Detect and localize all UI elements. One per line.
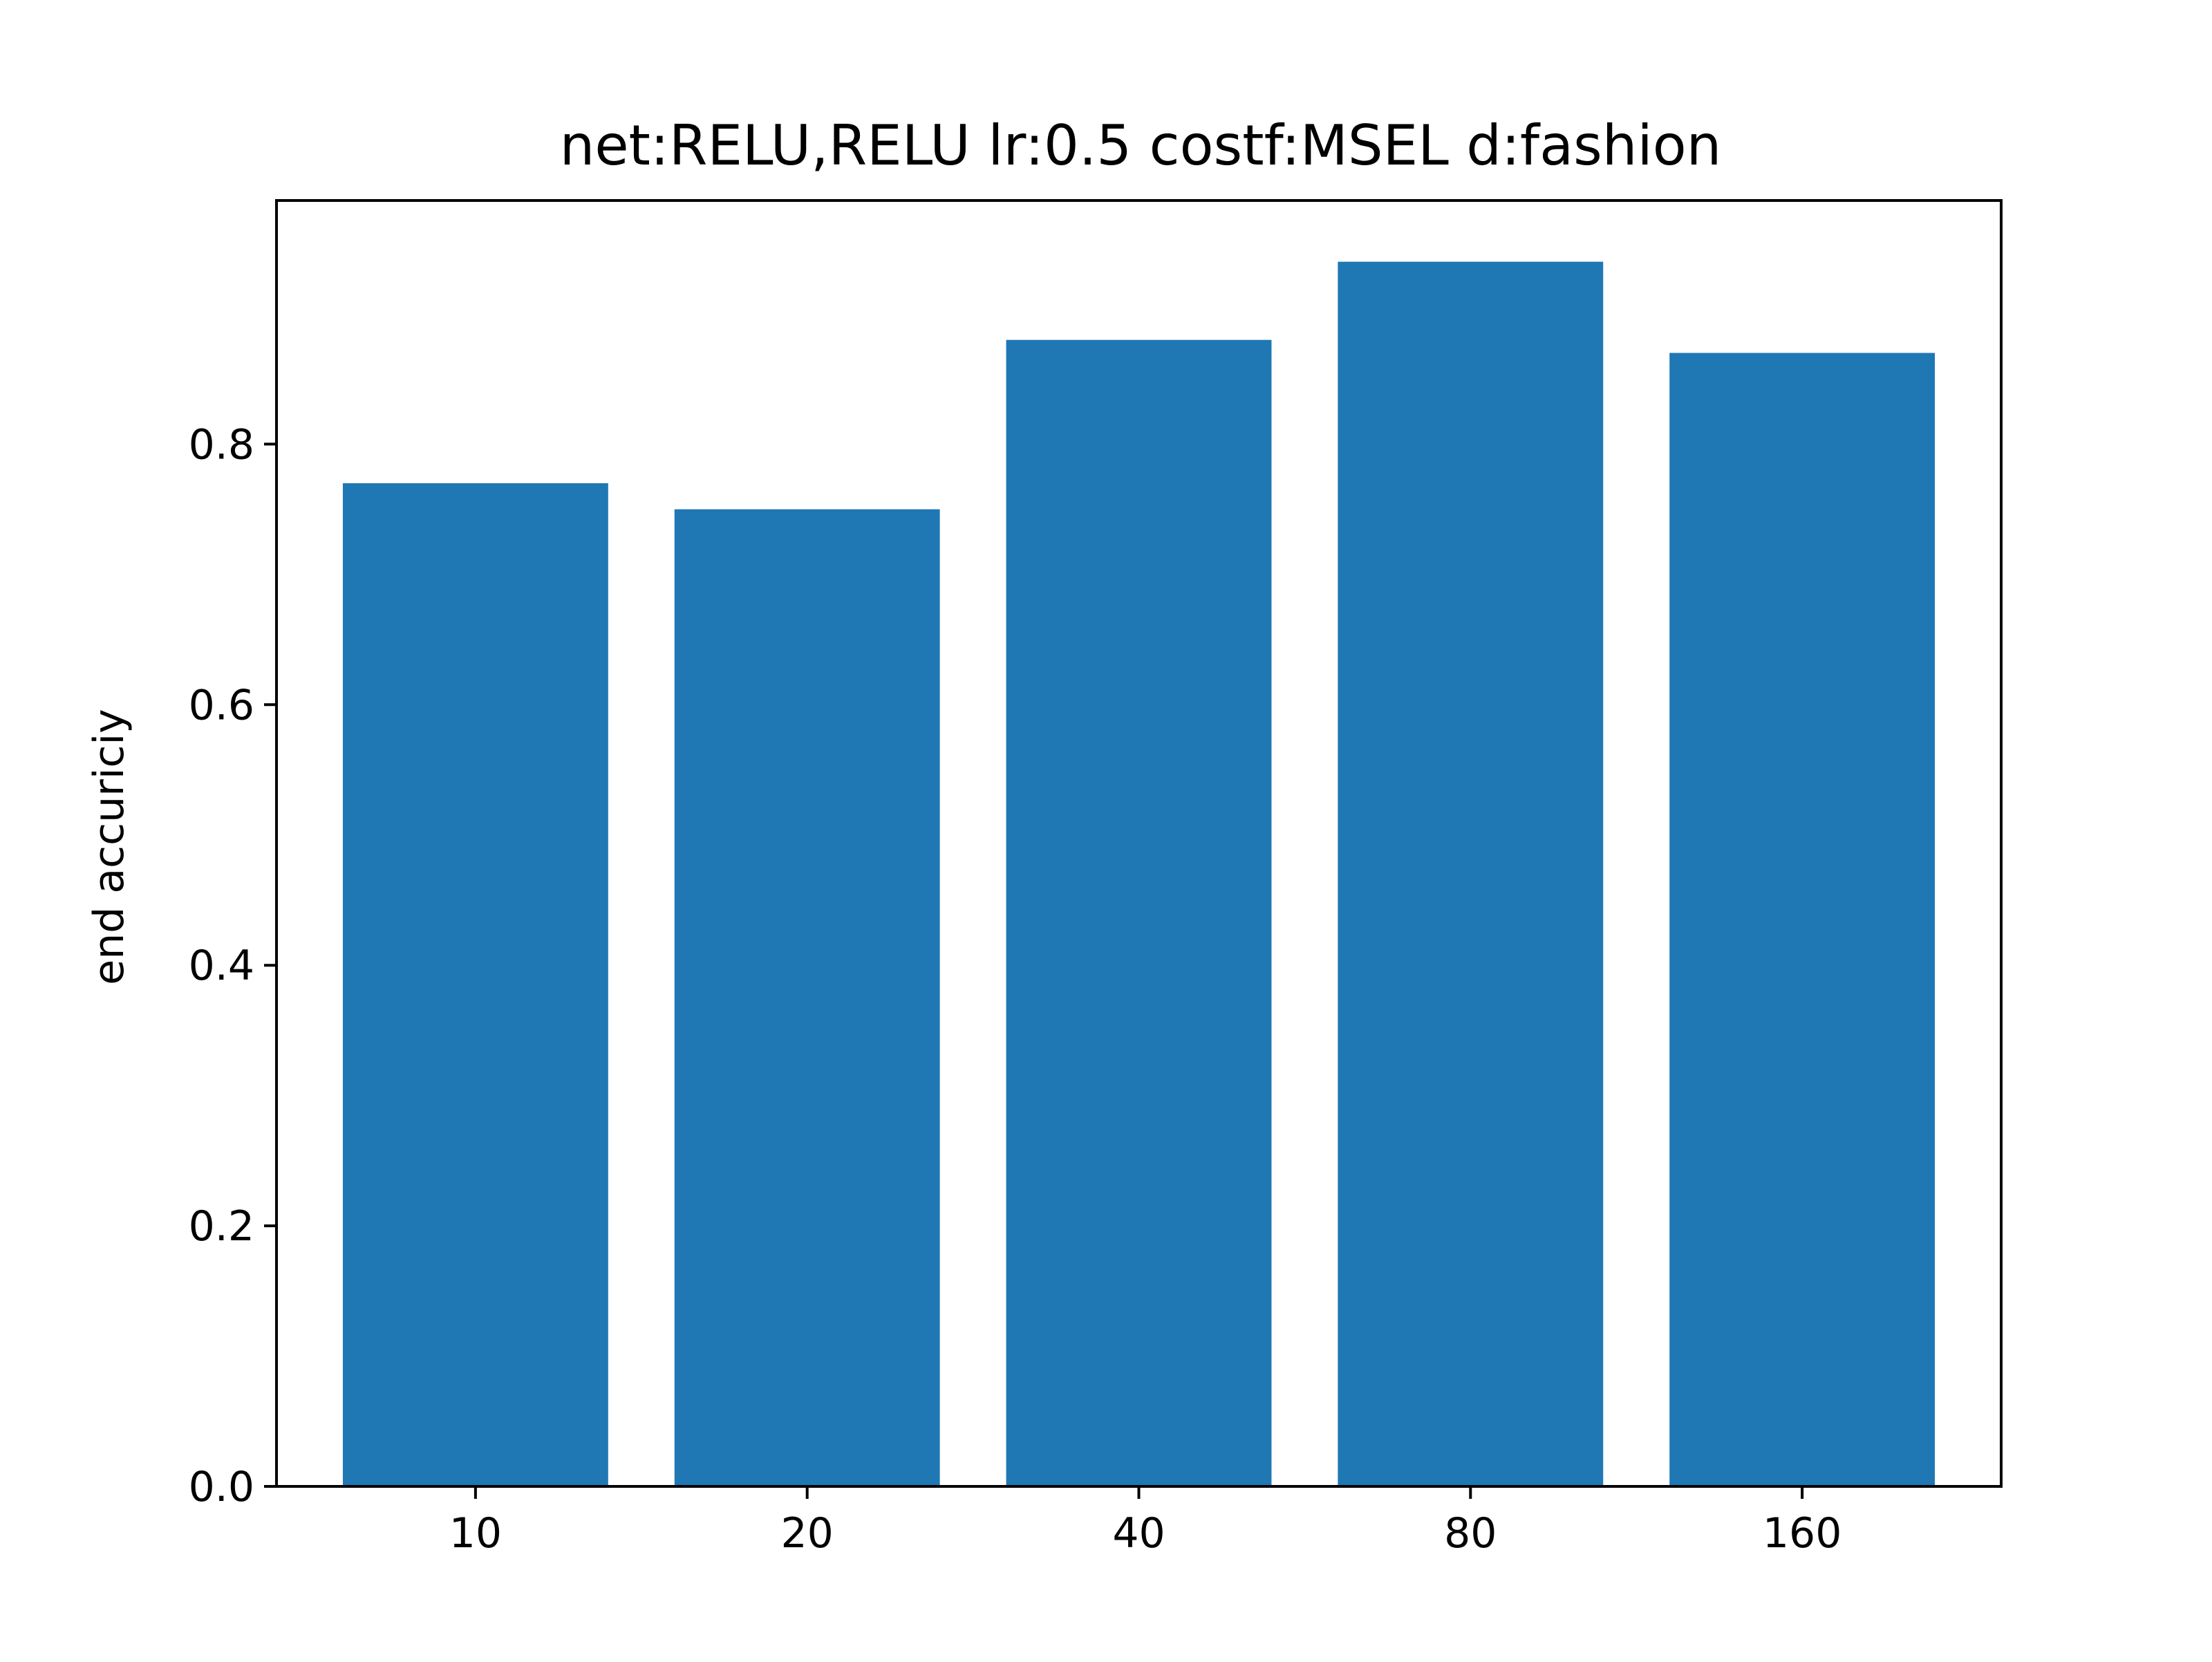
x-tick-label: 80 (1444, 1509, 1497, 1558)
x-tick-label: 40 (1112, 1509, 1165, 1558)
y-tick-label: 0.2 (189, 1202, 254, 1251)
y-tick-label: 0.8 (189, 420, 254, 469)
bars-group (342, 261, 1936, 1487)
bar-10 (342, 483, 608, 1486)
bar-40 (1006, 339, 1272, 1486)
y-tick-label: 0.0 (189, 1463, 254, 1511)
y-tick-label: 0.6 (189, 681, 254, 729)
chart-title: net:RELU,RELU lr:0.5 costf:MSEL d:fashio… (560, 113, 1722, 178)
plot-area-frame (275, 199, 2003, 1488)
y-axis-ticks: 0.0 0.2 0.4 0.6 0.8 (189, 420, 276, 1511)
y-tick-label: 0.4 (189, 942, 254, 990)
bar-80 (1338, 261, 1604, 1487)
bar-20 (674, 509, 940, 1486)
x-tick-label: 160 (1763, 1509, 1842, 1558)
x-tick-label: 20 (781, 1509, 834, 1558)
bar-160 (1669, 353, 1936, 1486)
x-tick-label: 10 (449, 1509, 502, 1558)
x-axis-ticks: 10 20 40 80 160 (449, 1486, 1842, 1558)
y-axis-label: end accuriciy (85, 709, 133, 984)
